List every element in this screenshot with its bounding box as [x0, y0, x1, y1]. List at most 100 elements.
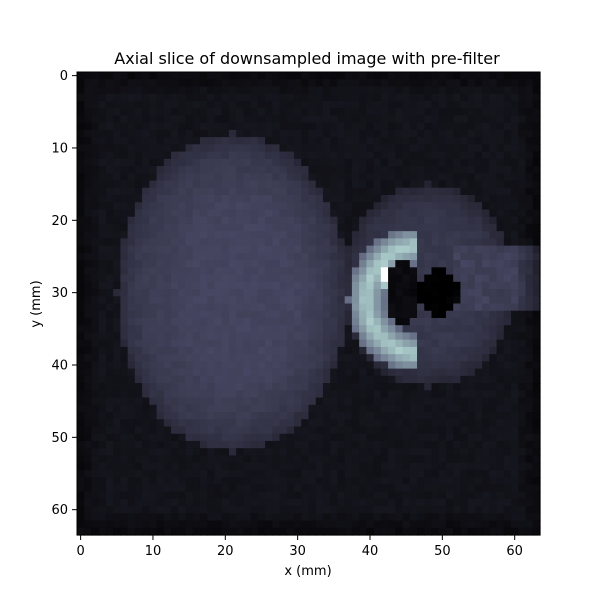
- image-pixel: [344, 332, 353, 341]
- image-pixel: [286, 72, 295, 80]
- image-pixel: [308, 462, 317, 471]
- image-pixel: [228, 440, 237, 449]
- image-pixel: [467, 173, 476, 182]
- image-pixel: [503, 383, 512, 391]
- image-pixel: [467, 354, 476, 362]
- image-pixel: [142, 361, 150, 370]
- image-pixel: [113, 93, 121, 102]
- image-pixel: [120, 296, 129, 305]
- image-pixel: [503, 469, 512, 478]
- image-pixel: [417, 477, 425, 485]
- image-pixel: [344, 513, 353, 522]
- image-pixel: [272, 361, 281, 370]
- image-pixel: [77, 332, 85, 341]
- image-pixel: [250, 216, 259, 225]
- image-pixel: [149, 440, 158, 449]
- image-pixel: [185, 296, 194, 305]
- image-pixel: [98, 361, 107, 370]
- image-pixel: [445, 477, 454, 485]
- image-pixel: [243, 129, 252, 138]
- image-pixel: [489, 129, 498, 138]
- image-pixel: [351, 194, 360, 203]
- image-pixel: [424, 137, 433, 145]
- image-pixel: [474, 72, 483, 80]
- image-pixel: [185, 462, 194, 471]
- image-pixel: [286, 115, 295, 124]
- image-pixel: [373, 216, 382, 225]
- image-pixel: [518, 137, 527, 145]
- image-pixel: [511, 513, 519, 522]
- image-pixel: [424, 289, 433, 297]
- image-pixel: [315, 245, 324, 254]
- image-pixel: [127, 166, 136, 174]
- image-pixel: [518, 93, 527, 102]
- image-pixel: [395, 79, 404, 88]
- image-pixel: [163, 412, 172, 420]
- image-pixel: [149, 469, 158, 478]
- image-pixel: [127, 93, 136, 102]
- image-pixel: [120, 484, 129, 493]
- image-pixel: [395, 317, 404, 326]
- image-pixel: [467, 122, 476, 131]
- image-pixel: [279, 303, 288, 312]
- image-pixel: [257, 419, 266, 428]
- image-pixel: [511, 462, 519, 471]
- image-pixel: [503, 498, 512, 507]
- image-pixel: [185, 93, 194, 102]
- image-pixel: [518, 491, 527, 500]
- image-pixel: [373, 108, 382, 116]
- image-pixel: [525, 368, 534, 377]
- image-pixel: [344, 100, 353, 109]
- image-pixel: [308, 231, 317, 239]
- image-pixel: [142, 498, 150, 507]
- image-pixel: [366, 368, 375, 377]
- image-pixel: [272, 79, 281, 88]
- image-pixel: [380, 491, 389, 500]
- image-pixel: [243, 267, 252, 276]
- image-pixel: [134, 223, 143, 232]
- image-pixel: [156, 79, 165, 88]
- image-pixel: [409, 310, 418, 319]
- image-pixel: [156, 426, 165, 435]
- image-pixel: [409, 144, 418, 153]
- image-pixel: [272, 166, 281, 174]
- image-pixel: [445, 238, 454, 247]
- image-pixel: [445, 86, 454, 95]
- image-pixel: [221, 397, 230, 406]
- image-pixel: [518, 484, 527, 493]
- image-pixel: [322, 412, 331, 420]
- image-pixel: [409, 383, 418, 391]
- image-pixel: [525, 375, 534, 384]
- image-pixel: [127, 419, 136, 428]
- image-pixel: [279, 383, 288, 391]
- image-pixel: [496, 180, 505, 189]
- image-pixel: [228, 462, 237, 471]
- image-pixel: [236, 346, 244, 355]
- image-pixel: [315, 267, 324, 276]
- image-pixel: [185, 506, 194, 514]
- image-pixel: [250, 498, 259, 507]
- image-pixel: [380, 281, 389, 290]
- image-pixel: [351, 108, 360, 116]
- image-pixel: [185, 194, 194, 203]
- image-pixel: [359, 108, 367, 116]
- image-pixel: [496, 375, 505, 384]
- image-pixel: [532, 419, 541, 428]
- image-pixel: [185, 361, 194, 370]
- image-pixel: [417, 100, 425, 109]
- image-pixel: [482, 426, 490, 435]
- image-pixel: [337, 491, 346, 500]
- image-pixel: [344, 180, 353, 189]
- image-pixel: [294, 383, 302, 391]
- image-pixel: [315, 506, 324, 514]
- image-pixel: [315, 469, 324, 478]
- image-pixel: [185, 281, 194, 290]
- image-pixel: [322, 231, 331, 239]
- image-pixel: [409, 325, 418, 334]
- image-pixel: [272, 303, 281, 312]
- image-pixel: [344, 86, 353, 95]
- image-pixel: [489, 281, 498, 290]
- image-pixel: [424, 129, 433, 138]
- image-pixel: [359, 194, 367, 203]
- image-pixel: [322, 238, 331, 247]
